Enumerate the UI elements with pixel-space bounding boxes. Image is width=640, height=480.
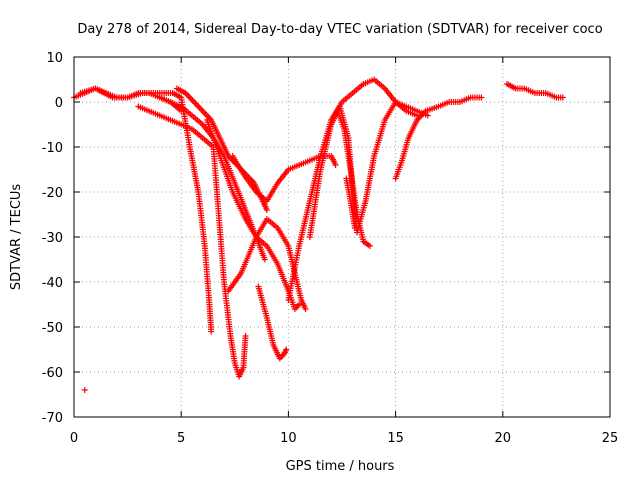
data-point (424, 112, 431, 119)
x-tick-label: 20 (495, 431, 512, 446)
data-point (81, 387, 88, 393)
x-tick-label: 10 (280, 431, 297, 446)
chart-title: Day 278 of 2014, Sidereal Day-to-day VTE… (77, 22, 602, 37)
y-tick-label: -10 (42, 141, 63, 156)
data-point (296, 301, 303, 308)
data-point (263, 207, 270, 213)
data-point (351, 225, 358, 231)
data-point (242, 333, 249, 339)
data-point (208, 328, 215, 335)
y-axis-label: SDTVAR / TECUs (9, 184, 24, 291)
data-point (302, 306, 309, 312)
x-tick-label: 15 (387, 431, 404, 446)
data-points (71, 76, 566, 393)
data-point (559, 94, 566, 101)
tick-labels: 0 5 10 15 20 25 -70 -60 -50 -40 -30 -20 -10 0 10 (42, 51, 619, 446)
y-tick-label: -60 (42, 366, 63, 381)
y-tick-label: -40 (42, 276, 63, 291)
data-point (366, 243, 373, 249)
y-tick-label: 10 (46, 51, 63, 66)
y-tick-label: 0 (55, 96, 63, 111)
x-tick-label: 5 (177, 431, 185, 446)
y-tick-label: -20 (42, 186, 63, 201)
y-tick-label: -70 (42, 411, 63, 426)
y-tick-label: -30 (42, 231, 63, 246)
x-tick-label: 25 (602, 431, 619, 446)
x-tick-label: 0 (70, 431, 78, 446)
data-point (261, 256, 268, 263)
data-point (478, 94, 485, 101)
data-point (283, 346, 290, 353)
y-tick-label: -50 (42, 321, 63, 336)
plot-frame (73, 56, 611, 418)
x-axis-label: GPS time / hours (286, 459, 395, 474)
data-point (332, 162, 339, 168)
